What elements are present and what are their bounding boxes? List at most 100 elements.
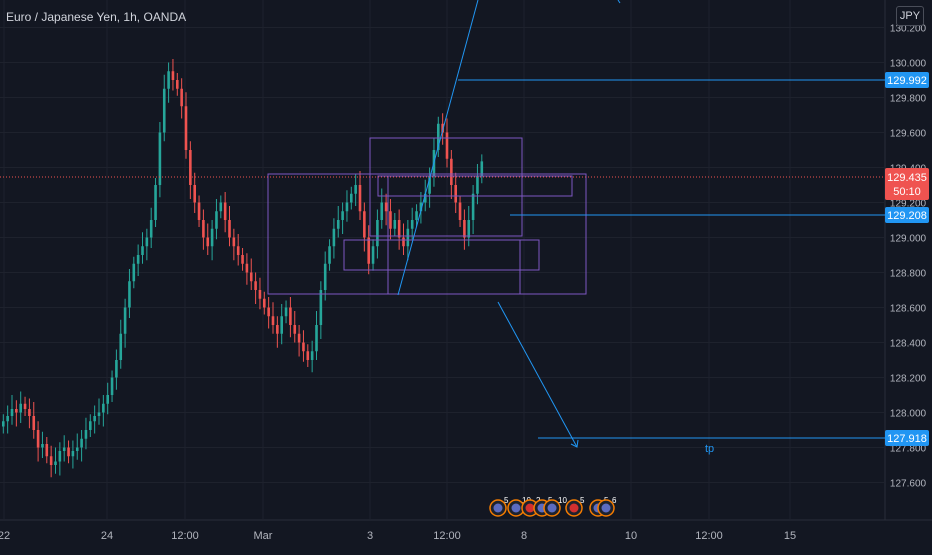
price-tick-label: 128.200 [890,374,927,385]
candle-body [371,246,375,264]
idea-marker[interactable]: 5 [565,496,585,517]
candle-body [176,80,179,89]
candle-body [141,246,144,255]
candle-body [102,403,105,413]
candle-body [363,211,366,238]
candle-body [145,237,149,247]
candle-body [397,220,401,238]
price-tick-label: 128.400 [890,339,927,350]
trend-line-up[interactable] [397,0,479,296]
idea-count: 5 [580,496,585,505]
candle-body [19,403,22,413]
candle-body [197,202,201,220]
candle-body [106,395,109,404]
idea-marker[interactable]: 6 [597,496,617,517]
price-tick-label: 128.000 [890,409,927,420]
candle-body [380,202,384,220]
idea-count: 10 [558,496,567,505]
candle-body [476,176,479,194]
candle-body [393,220,397,229]
candle-body [180,88,183,107]
price-tag-129992[interactable] [885,72,929,88]
candle-body [62,447,66,451]
current-price-tag[interactable] [885,168,929,200]
candle-body [149,220,153,238]
candle-body [10,409,14,416]
idea-avatar-icon [525,503,535,513]
currency-button[interactable]: JPY [896,6,924,26]
range-rectangle-large[interactable] [267,173,587,295]
candle-body [84,430,88,439]
time-axis-panel[interactable] [0,520,932,550]
trend-line-fragment [617,0,621,4]
candle-body [310,351,314,360]
time-tick-label: 12:00 [433,530,461,542]
candle-body [406,228,410,247]
candle-body [454,185,457,203]
candle-body [236,246,240,255]
candle-body [267,307,270,317]
candle-body [80,438,83,448]
candle-body [402,237,405,247]
candle-body [271,316,275,325]
range-rectangle-small[interactable] [377,175,573,197]
candle-body [423,193,427,203]
tp-label: tp [705,443,714,455]
candle-body [184,106,188,150]
idea-marker[interactable]: 5 [489,496,509,517]
price-tag-129208[interactable] [885,207,929,223]
price-tag-127918[interactable] [885,430,929,446]
candle-body [89,421,92,430]
candle-body [306,351,310,360]
projection-arrow[interactable] [497,301,578,448]
candle-body [315,325,318,352]
candle-body [428,176,431,194]
grid [0,0,885,520]
candle-body [441,123,444,133]
candle-body [354,185,357,194]
price-tick-label: 128.600 [890,304,927,315]
price-tag-129992-text: 129.992 [887,75,927,87]
candle-body [319,290,323,325]
candle-body [193,185,196,203]
candle-body [93,416,96,422]
candle-body [97,412,101,416]
candle-body [123,307,127,334]
price-tick-label: 129.800 [890,94,927,105]
idea-marker[interactable]: 10 [543,496,567,517]
candle-body [115,360,118,378]
candle-body [6,416,9,422]
price-tick-label: 128.800 [890,269,927,280]
idea-avatar-icon [493,503,503,513]
time-tick-label: Mar [254,530,273,542]
candle-body [336,220,340,229]
candle-body [445,132,449,159]
candle-body [263,298,266,308]
candle-body [158,132,162,185]
candle-body [58,451,62,462]
candle-body [471,193,475,220]
idea-marker[interactable]: 10 [507,496,531,517]
time-tick-label: 12:00 [171,530,199,542]
candle-body [241,255,244,264]
range-rectangle-bottom[interactable] [343,239,540,271]
candle-body [15,409,18,413]
bar-countdown-text: 50:10 [893,186,921,198]
candle-body [71,451,75,457]
candle-body [49,456,53,465]
candle-body [36,430,40,448]
price-tags: 129.992 129.435 50:10 129.208 127.918 [885,72,929,446]
candle-body [328,246,331,264]
ideas-markers: 5102510556 [489,496,617,517]
price-tick-label: 127.600 [890,479,927,490]
price-tag-127918-text: 127.918 [887,433,927,445]
candle-body [345,202,349,212]
time-axis-ticks: 22 24 12:00 Mar 3 12:00 8 10 12:00 15 [0,530,796,542]
range-rectangle-top[interactable] [369,137,523,237]
candle-body [254,281,257,290]
candle-body [332,228,336,247]
candles [2,59,484,478]
candle-body [249,272,253,282]
